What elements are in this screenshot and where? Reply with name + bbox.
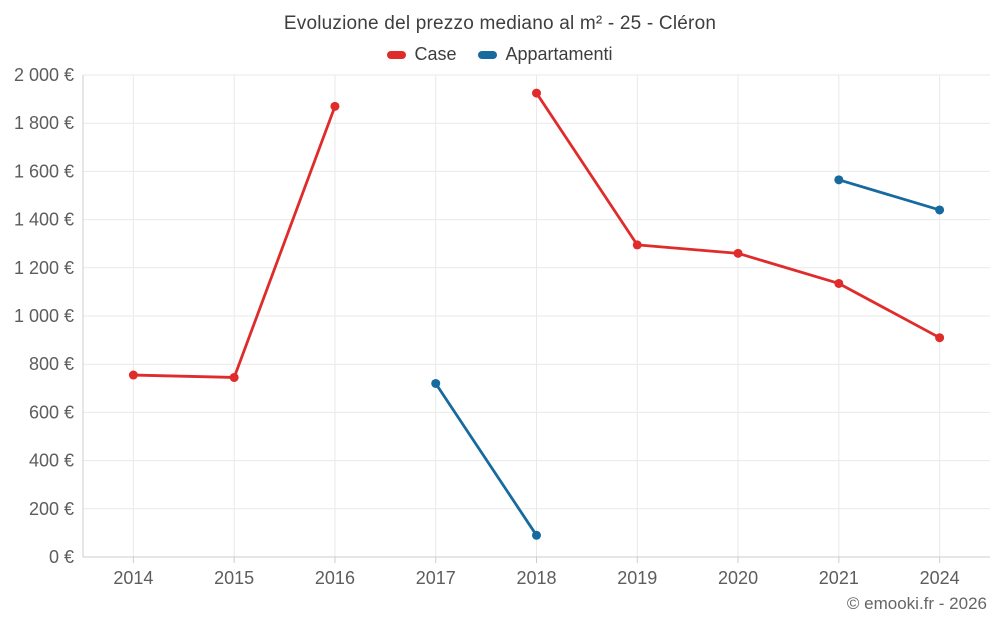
x-axis-tick-label: 2016 [315,568,355,588]
y-axis-tick-label: 400 € [29,451,74,471]
data-point-appartamenti-2018[interactable] [532,530,541,540]
series-line-appartamenti [837,178,942,212]
data-point-case-2015[interactable] [229,372,239,382]
data-point-case-2016[interactable] [330,101,340,111]
copyright-credit: © emooki.fr - 2026 [846,594,987,613]
y-axis-tick-label: 600 € [29,402,74,422]
y-axis-tick-label: 800 € [29,354,74,374]
y-axis-tick-label: 1 600 € [14,161,74,181]
x-axis-tick-label: 2018 [516,568,556,588]
y-axis-tick-label: 1 200 € [14,258,74,278]
data-point-case-2020[interactable] [733,248,743,258]
legend-label-appartamenti: Appartamenti [505,44,613,64]
data-point-appartamenti-2024[interactable] [935,205,945,215]
data-point-appartamenti-2021[interactable] [834,175,844,185]
y-axis-tick-label: 1 800 € [14,113,74,133]
x-axis-tick-label: 2014 [113,568,153,588]
legend-item-appartamenti[interactable]: Appartamenti [478,44,613,65]
x-axis-tick-label: 2019 [617,568,657,588]
y-axis-tick-label: 1 000 € [14,306,74,326]
y-axis-tick-label: 200 € [29,499,74,519]
y-axis-tick-label: 1 400 € [14,210,74,230]
x-axis-tick-label: 2015 [214,568,254,588]
legend-swatch-appartamenti-icon [478,50,498,59]
data-point-case-2019[interactable] [632,240,642,250]
x-axis-tick-label: 2020 [718,568,758,588]
x-axis-tick-label: 2024 [920,568,960,588]
y-axis-tick-label: 2 000 € [14,65,74,85]
data-point-case-2021[interactable] [834,278,844,288]
legend-item-case[interactable]: Case [387,44,456,65]
data-point-case-2024[interactable] [935,333,945,343]
chart-title: Evoluzione del prezzo mediano al m² - 25… [283,13,717,34]
y-axis-tick-label: 0 € [49,547,74,567]
legend-swatch-case-icon [387,50,407,59]
data-point-appartamenti-2017[interactable] [431,378,441,388]
chart-legend: Case Appartamenti [0,44,1000,65]
x-axis-tick-label: 2021 [819,568,859,588]
x-axis-tick-label: 2017 [416,568,456,588]
data-point-case-2014[interactable] [128,370,138,380]
series-line-appartamenti [434,382,538,537]
data-point-case-2018[interactable] [532,88,541,98]
legend-label-case: Case [414,44,457,64]
